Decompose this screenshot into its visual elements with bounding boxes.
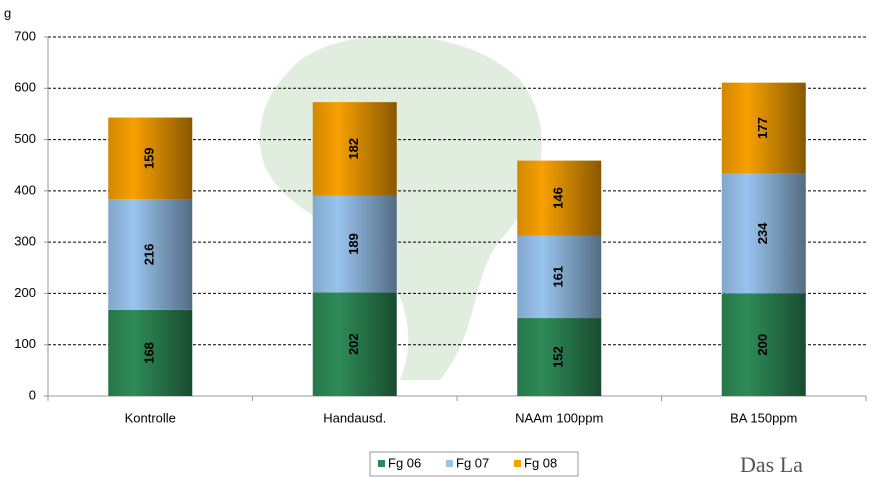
y-tick-label: 300 [14,234,36,249]
bar-segment [312,102,397,196]
value-label: 182 [346,138,361,160]
legend-label: Fg 07 [456,455,489,470]
value-label: 168 [142,342,157,364]
watermark [260,35,542,380]
y-tick-label: 500 [14,131,36,146]
y-tick-label: 600 [14,80,36,95]
y-tick-label: 400 [14,182,36,197]
bar-segment [721,82,806,174]
bar-segment [517,318,602,396]
value-label: 161 [551,266,566,288]
y-tick-label: 200 [14,285,36,300]
bar-segment [721,173,806,294]
bar-segment [517,160,602,236]
x-tick-label: Kontrolle [125,410,176,425]
bar-segment [108,199,193,310]
legend-label: Fg 06 [388,455,421,470]
value-label: 202 [346,333,361,355]
legend-label: Fg 08 [524,455,557,470]
legend-swatch [446,460,453,467]
bar-segment [108,309,193,396]
value-label: 200 [755,334,770,356]
y-tick-label: 100 [14,336,36,351]
legend-box [369,451,579,477]
logo-text: Das La [740,452,803,477]
bar-segment [108,117,193,200]
value-label: 159 [142,147,157,169]
y-tick-label: 700 [14,28,36,43]
x-tick-label: NAAm 100ppm [515,410,603,425]
value-label: 234 [755,222,770,244]
bar-segment [312,292,397,396]
legend-swatch [514,460,521,467]
y-tick-label: 0 [29,387,36,402]
bar-segment [721,293,806,396]
legend-swatch [378,460,385,467]
value-label: 216 [142,244,157,266]
bar-segment [517,235,602,319]
bar-segment [312,195,397,293]
y-axis-label: g [4,5,11,20]
value-label: 189 [346,233,361,255]
value-label: 146 [551,187,566,209]
legend: Fg 06 Fg 07 Fg 08 [369,451,579,477]
x-tick-label: BA 150ppm [730,410,797,425]
value-label: 152 [551,346,566,368]
value-label: 177 [755,117,770,139]
x-tick-label: Handausd. [323,410,386,425]
